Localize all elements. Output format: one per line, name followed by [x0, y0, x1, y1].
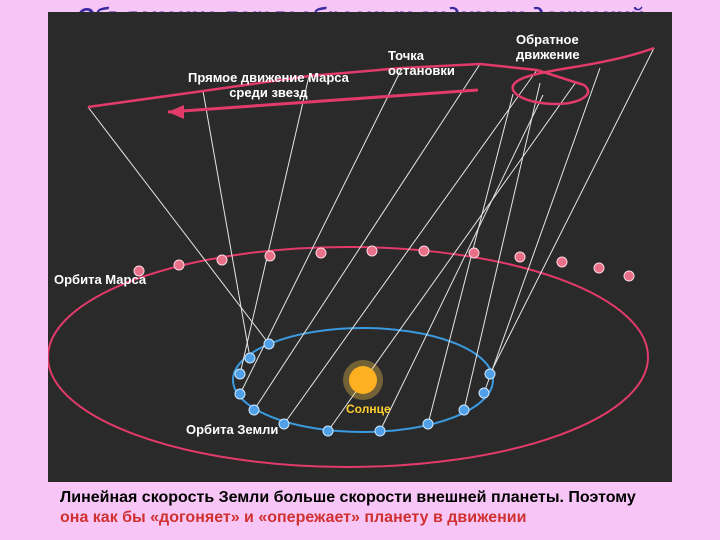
slide-root: Объяснение петлеобразных видимых движени… [0, 0, 720, 540]
label-sun: Солнце [346, 402, 391, 416]
label-stop-point: Точкаостановки [388, 48, 455, 78]
label-mars-orbit: Орбита Марса [54, 272, 146, 287]
label-retrograde: Обратноедвижение [516, 32, 580, 62]
caption: Линейная скорость Земли больше скорости … [60, 488, 660, 528]
caption-line2: она как бы «догоняет» и «опережает» план… [60, 509, 526, 526]
label-direct-motion: Прямое движение Марсасреди звезд [188, 70, 349, 100]
label-earth-orbit: Орбита Земли [186, 422, 278, 437]
diagram-area: Прямое движение Марсасреди звезд Точкаос… [48, 12, 672, 482]
caption-line1: Линейная скорость Земли больше скорости … [60, 489, 636, 506]
